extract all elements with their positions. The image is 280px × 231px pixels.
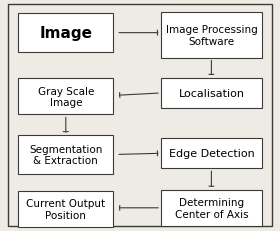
FancyBboxPatch shape bbox=[18, 79, 113, 115]
Text: Gray Scale
Image: Gray Scale Image bbox=[38, 86, 94, 108]
Text: Segmentation
& Extraction: Segmentation & Extraction bbox=[29, 144, 102, 166]
Text: Current Output
Position: Current Output Position bbox=[26, 198, 105, 220]
FancyBboxPatch shape bbox=[161, 13, 262, 58]
FancyBboxPatch shape bbox=[161, 190, 262, 226]
FancyBboxPatch shape bbox=[161, 79, 262, 109]
Text: Localisation: Localisation bbox=[178, 88, 244, 99]
FancyBboxPatch shape bbox=[18, 14, 113, 53]
Text: Edge Detection: Edge Detection bbox=[169, 149, 254, 159]
FancyBboxPatch shape bbox=[161, 139, 262, 169]
FancyBboxPatch shape bbox=[18, 191, 113, 227]
FancyBboxPatch shape bbox=[18, 136, 113, 174]
Text: Image Processing
Software: Image Processing Software bbox=[165, 25, 257, 47]
Text: Image: Image bbox=[39, 26, 92, 41]
Text: Determining
Center of Axis: Determining Center of Axis bbox=[175, 197, 248, 219]
